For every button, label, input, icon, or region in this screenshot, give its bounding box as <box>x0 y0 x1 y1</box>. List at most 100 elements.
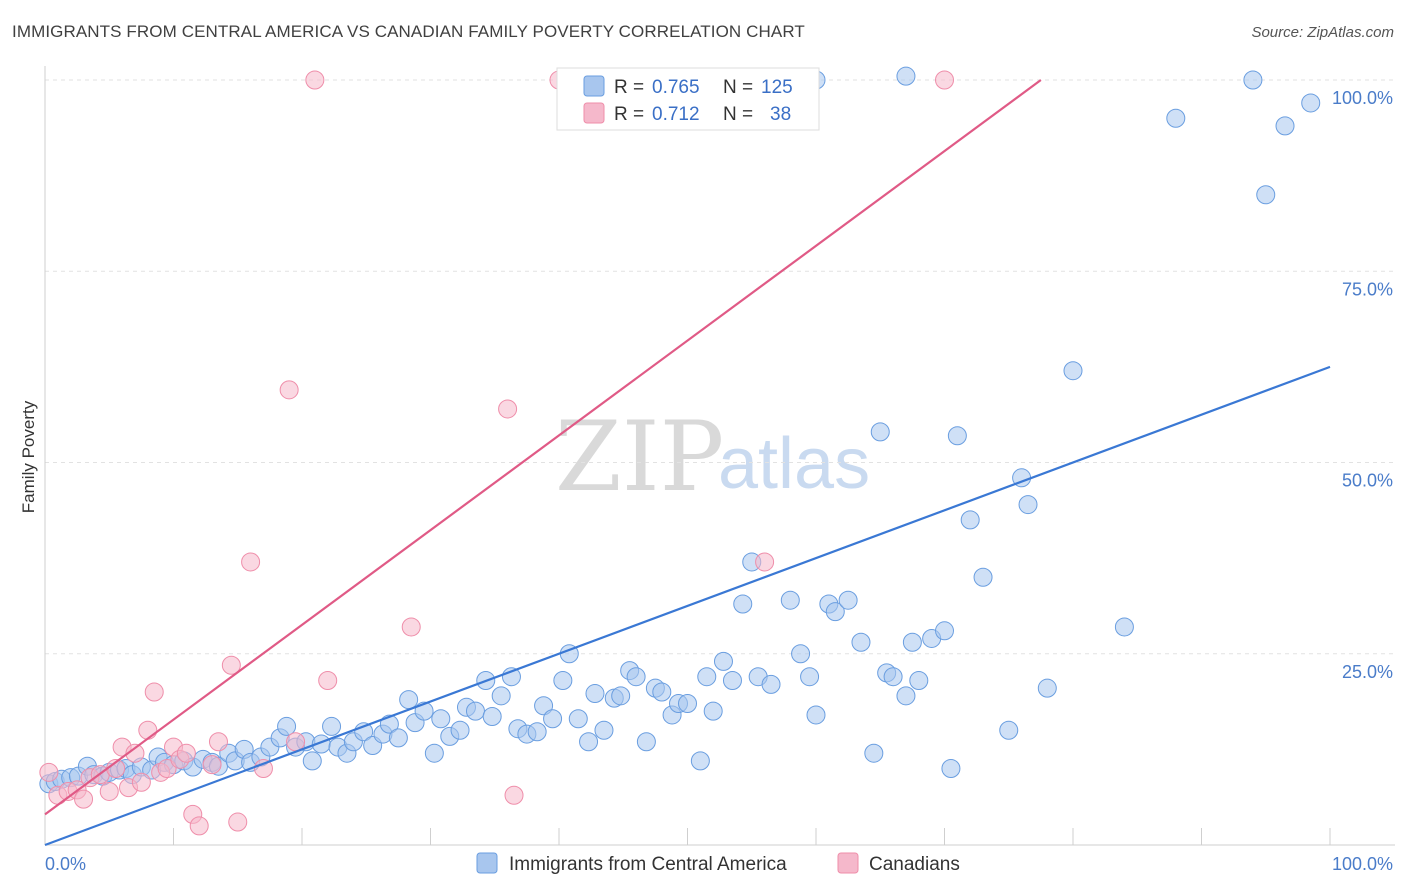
immigrants-point-68 <box>611 686 631 706</box>
immigrants-point-80 <box>713 651 733 671</box>
immigrants-point-104 <box>947 426 967 446</box>
immigrants-point-49 <box>450 720 470 740</box>
immigrants-point-92 <box>838 590 858 610</box>
canadians-point-32 <box>401 617 421 637</box>
legend-swatch-canadians <box>583 102 605 124</box>
canadians-point-36 <box>755 552 775 572</box>
canadians-point-12 <box>131 772 151 792</box>
immigrants-point-97 <box>883 667 903 687</box>
immigrants-point-86 <box>780 590 800 610</box>
y-tick-label-3: 100.0% <box>1332 88 1393 108</box>
immigrants-point-34 <box>322 716 342 736</box>
legend-r-value-2: 0.712 <box>652 104 700 125</box>
immigrants-point-53 <box>482 706 502 726</box>
immigrants-point-114 <box>1243 70 1263 90</box>
bottom-legend-swatch-immigrants <box>476 852 498 874</box>
canadians-point-7 <box>99 781 119 801</box>
immigrants-point-109 <box>1018 495 1038 515</box>
immigrants-point-107 <box>999 720 1019 740</box>
immigrants-point-60 <box>543 709 563 729</box>
immigrants-point-78 <box>697 667 717 687</box>
immigrants-point-111 <box>1063 361 1083 381</box>
immigrants-point-66 <box>594 720 614 740</box>
canadians-point-31 <box>318 671 338 691</box>
immigrants-point-113 <box>1166 108 1186 128</box>
canadians-point-11 <box>125 743 145 763</box>
immigrants-point-59 <box>534 696 554 716</box>
immigrants-point-71 <box>636 732 656 752</box>
legend-n-label-1: N = <box>723 77 753 98</box>
immigrants-point-73 <box>652 682 672 702</box>
immigrants-point-103 <box>941 759 961 778</box>
canadians-point-28 <box>279 380 299 400</box>
canadians-point-0 <box>39 762 59 782</box>
immigrants-point-54 <box>491 686 511 706</box>
immigrants-point-99 <box>902 632 922 652</box>
immigrants-point-51 <box>465 701 485 721</box>
immigrants-point-106 <box>973 567 993 587</box>
immigrants-point-43 <box>399 690 419 710</box>
trend-lines <box>44 79 1331 847</box>
immigrants-point-95 <box>870 422 890 442</box>
immigrants-point-29 <box>277 716 297 736</box>
immigrants-point-100 <box>909 671 929 691</box>
immigrants-point-116 <box>1275 116 1295 136</box>
bottom-legend-swatch-canadians <box>837 852 859 874</box>
immigrants-point-65 <box>585 684 605 704</box>
canadians-point-19 <box>176 743 196 763</box>
canadians-point-33 <box>498 399 518 419</box>
immigrants-point-47 <box>431 709 451 729</box>
canadians-point-26 <box>241 552 261 572</box>
x-tick-labels: 0.0% 100.0% <box>45 854 1393 874</box>
immigrants-point-87 <box>791 644 811 664</box>
axes <box>44 66 1395 846</box>
x-tick-label-0: 0.0% <box>45 854 86 874</box>
canadians-point-27 <box>253 759 273 778</box>
chart-title: IMMIGRANTS FROM CENTRAL AMERICA VS CANAD… <box>12 22 805 41</box>
legend-n-value-1: 125 <box>761 77 793 98</box>
immigrants-point-77 <box>690 751 710 771</box>
canadians-point-23 <box>208 732 228 752</box>
legend-r-label-2: R = <box>614 104 644 125</box>
immigrants-point-70 <box>626 667 646 687</box>
immigrants-point-93 <box>851 632 871 652</box>
bottom-legend-immigrants: Immigrants from Central America <box>509 854 787 875</box>
canadians-point-30 <box>305 70 325 90</box>
canadians-point-22 <box>202 755 222 775</box>
immigrants-point-58 <box>527 722 547 742</box>
canadians-point-24 <box>221 655 241 675</box>
canadians-point-34 <box>504 785 524 805</box>
immigrants-point-115 <box>1256 185 1276 205</box>
canadians-point-25 <box>228 812 248 832</box>
immigrants-point-81 <box>722 671 742 691</box>
stats-legend: R = 0.765 N = 125 R = 0.712 N = 38 <box>556 67 820 131</box>
legend-r-value-1: 0.765 <box>652 77 700 98</box>
legend-swatch-immigrants <box>583 75 605 97</box>
watermark-atlas: atlas <box>718 424 870 504</box>
legend-r-label-1: R = <box>614 77 644 98</box>
immigrants-point-89 <box>806 705 826 725</box>
immigrants-point-98 <box>896 686 916 706</box>
immigrants-point-76 <box>678 693 697 713</box>
immigrants-point-118 <box>896 66 916 86</box>
canadians-point-14 <box>144 682 164 702</box>
y-tick-labels: 25.0% 50.0% 75.0% 100.0% <box>1332 88 1393 682</box>
immigrants-point-42 <box>388 728 408 748</box>
canadians-point-13 <box>138 720 158 740</box>
immigrants-point-63 <box>568 709 588 729</box>
canadians-trend-line <box>44 79 1042 816</box>
y-tick-label-1: 50.0% <box>1342 471 1393 491</box>
series-legend: Immigrants from Central America Canadian… <box>476 852 960 875</box>
immigrants-point-61 <box>553 671 573 691</box>
series-canadians-points <box>39 70 954 836</box>
immigrants-trend-line <box>44 365 1331 847</box>
canadians-point-21 <box>189 816 209 836</box>
immigrants-point-82 <box>733 594 753 614</box>
y-tick-label-2: 75.0% <box>1342 279 1393 299</box>
immigrants-point-91 <box>825 602 845 622</box>
immigrants-point-110 <box>1037 678 1057 698</box>
immigrants-point-117 <box>1301 93 1321 113</box>
immigrants-point-46 <box>424 743 444 763</box>
immigrants-point-32 <box>302 751 322 771</box>
